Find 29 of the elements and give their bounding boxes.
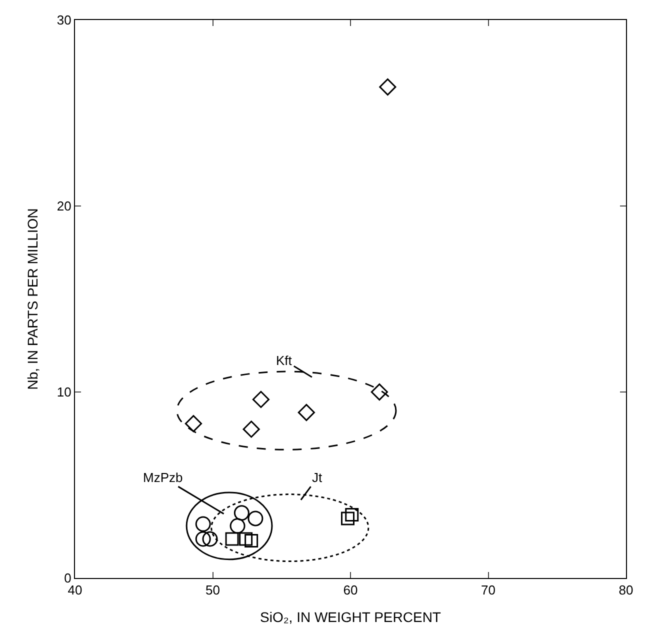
point <box>230 518 246 534</box>
x-tick-label: 80 <box>618 582 634 598</box>
y-tick-label: 30 <box>56 12 72 28</box>
annotation: Kft <box>276 353 292 368</box>
point <box>248 510 264 526</box>
point <box>341 512 354 526</box>
annotation: MzPzb <box>143 470 183 485</box>
x-tick-label: 60 <box>343 582 358 598</box>
x-tick-label: 70 <box>481 582 496 598</box>
y-tick-label: 10 <box>56 384 72 400</box>
point <box>242 420 260 438</box>
y-tick-label: 20 <box>56 198 72 214</box>
y-axis-title: Nb, IN PARTS PER MILLION <box>24 208 41 390</box>
point <box>202 531 218 547</box>
point <box>370 383 388 401</box>
point <box>298 404 315 422</box>
point <box>184 415 202 432</box>
point <box>244 534 258 548</box>
x-axis-title: SiO₂, IN WEIGHT PERCENT <box>260 608 442 625</box>
point <box>239 532 253 546</box>
x-tick-label: 50 <box>206 582 220 598</box>
point <box>195 516 211 532</box>
point <box>252 390 270 408</box>
point <box>345 508 359 522</box>
point <box>379 78 396 96</box>
point <box>225 532 239 546</box>
point <box>195 531 211 547</box>
point <box>234 505 250 521</box>
annotation: Jt <box>312 470 322 485</box>
